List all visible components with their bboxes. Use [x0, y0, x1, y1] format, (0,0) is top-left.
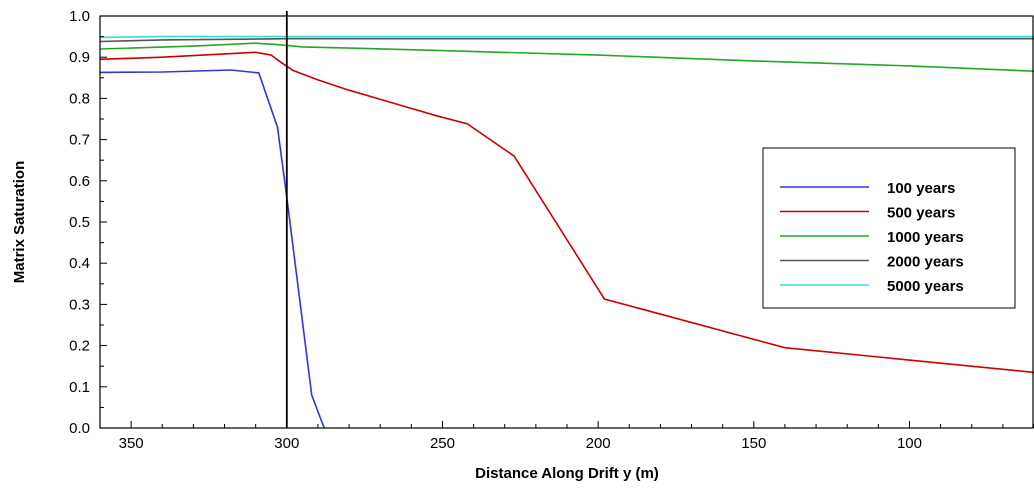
legend-label: 500 years: [887, 205, 955, 222]
legend-label: 2000 years: [887, 254, 964, 271]
x-tick-label: 250: [430, 435, 455, 452]
legend-label: 100 years: [887, 180, 955, 197]
x-axis: 350 300 250 200 150 100: [99, 421, 1034, 452]
y-tick-label: 0.6: [69, 173, 90, 190]
y-tick-label: 0.3: [69, 296, 90, 313]
y-tick-label: 0.5: [69, 214, 90, 231]
x-tick-label: 100: [897, 435, 922, 452]
y-tick-label: 0.7: [69, 132, 90, 149]
y-axis-title: Matrix Saturation: [11, 161, 28, 284]
series-line-500-years: [100, 51, 1034, 374]
x-tick-label: 350: [119, 435, 144, 452]
y-tick-label: 0.4: [69, 255, 90, 272]
x-tick-label: 200: [586, 435, 611, 452]
series-line-5000-years: [100, 35, 1034, 39]
y-tick-label: 0.9: [69, 49, 90, 66]
plot-lines: [100, 35, 1034, 428]
series-line-1000-years: [100, 42, 1034, 72]
series-line-100-years: [100, 69, 325, 428]
series-line-2000-years: [100, 37, 1034, 43]
legend-label: 5000 years: [887, 278, 964, 295]
y-axis: 0.0 0.1 0.2 0.3 0.4 0.5 0.6 0.7 0.8 0.9 1.0: [69, 8, 107, 437]
y-tick-label: 0.1: [69, 379, 90, 396]
x-tick-label: 150: [741, 435, 766, 452]
legend-box: [762, 147, 1016, 309]
y-tick-label: 1.0: [69, 8, 90, 25]
y-tick-label: 0.0: [69, 420, 90, 437]
x-axis-title: Distance Along Drift y (m): [475, 465, 659, 482]
y-tick-label: 0.8: [69, 90, 90, 107]
x-tick-label: 300: [274, 435, 299, 452]
legend-label: 1000 years: [887, 229, 964, 246]
y-tick-label: 0.2: [69, 338, 90, 355]
legend: 100 years 500 years 1000 years 2000 years 50…: [762, 147, 1016, 309]
